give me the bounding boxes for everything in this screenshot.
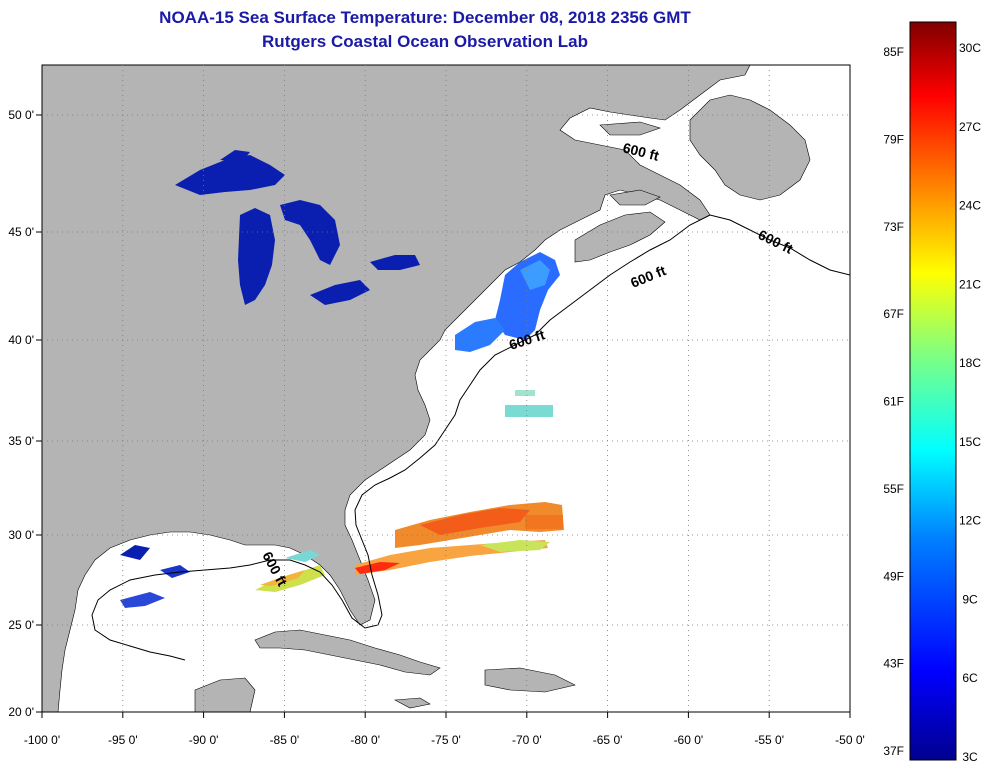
lon-tick-label: -50 0' xyxy=(835,733,865,747)
map-title: NOAA-15 Sea Surface Temperature: Decembe… xyxy=(0,6,850,54)
colorbar-f-label: 85F xyxy=(883,45,904,59)
lon-tick-label: -95 0' xyxy=(108,733,138,747)
title-line-1: NOAA-15 Sea Surface Temperature: Decembe… xyxy=(159,8,691,27)
title-line-2: Rutgers Coastal Ocean Observation Lab xyxy=(262,32,588,51)
cuba-land xyxy=(254,629,441,676)
colorbar-f-label: 61F xyxy=(883,395,904,409)
colorbar-c-label: 6C xyxy=(962,671,978,685)
colorbar-c-label: 18C xyxy=(959,356,981,370)
colorbar-fahrenheit-labels: 85F 79F 73F 67F 61F 55F 49F 43F 37F xyxy=(883,45,904,758)
lat-tick-label: 50 0' xyxy=(8,108,34,122)
depth-contour-600ft xyxy=(91,214,850,661)
colorbar-f-label: 37F xyxy=(883,744,904,758)
lat-tick-label: 45 0' xyxy=(8,225,34,239)
colorbar-c-label: 9C xyxy=(962,592,978,606)
lat-tick-label: 35 0' xyxy=(8,434,34,448)
lon-tick-label: -65 0' xyxy=(593,733,623,747)
colorbar-c-label: 15C xyxy=(959,435,981,449)
latitude-tick-labels: 50 0' 45 0' 40 0' 35 0' 30 0' 25 0' 20 0' xyxy=(8,108,42,719)
lon-tick-label: -75 0' xyxy=(431,733,461,747)
colorbar-c-label: 30C xyxy=(959,41,981,55)
colorbar-celsius-labels: 30C 27C 24C 21C 18C 15C 12C 9C 6C 3C xyxy=(959,41,981,764)
colorbar-c-label: 27C xyxy=(959,120,981,134)
northeast-coastal-sst xyxy=(455,252,560,352)
colorbar-c-label: 12C xyxy=(959,514,981,528)
lat-tick-label: 40 0' xyxy=(8,333,34,347)
hispaniola-land xyxy=(484,667,576,693)
colorbar-f-label: 49F xyxy=(883,569,904,583)
lat-tick-label: 20 0' xyxy=(8,705,34,719)
gulf-of-mexico-sst xyxy=(120,545,325,608)
colorbar-f-label: 67F xyxy=(883,307,904,321)
newfoundland-land xyxy=(689,94,811,201)
lat-tick-label: 30 0' xyxy=(8,528,34,542)
longitude-tick-labels: -100 0' -95 0' -90 0' -85 0' -80 0' -75 0' -70… xyxy=(24,712,865,747)
colorbar-f-label: 55F xyxy=(883,482,904,496)
colorbar-f-label: 43F xyxy=(883,657,904,671)
anticosti-land xyxy=(599,121,661,136)
gulf-stream-sst xyxy=(355,502,564,575)
pei-land xyxy=(609,189,661,206)
yucatan-land xyxy=(194,677,256,712)
lon-tick-label: -80 0' xyxy=(350,733,380,747)
lon-tick-label: -100 0' xyxy=(24,733,60,747)
colorbar-c-label: 21C xyxy=(959,277,981,291)
lat-tick-label: 25 0' xyxy=(8,618,34,632)
lon-tick-label: -85 0' xyxy=(270,733,300,747)
north-america-land xyxy=(42,65,751,712)
colorbar-c-label: 24C xyxy=(959,199,981,213)
lon-tick-label: -60 0' xyxy=(674,733,704,747)
lon-tick-label: -55 0' xyxy=(754,733,784,747)
colorbar-c-label: 3C xyxy=(962,750,978,764)
temperature-colorbar xyxy=(909,21,957,761)
nova-scotia-land xyxy=(574,211,666,263)
jamaica-land xyxy=(393,697,431,709)
colorbar-f-label: 73F xyxy=(883,220,904,234)
colorbar-f-label: 79F xyxy=(883,132,904,146)
lon-tick-label: -70 0' xyxy=(512,733,542,747)
lon-tick-label: -90 0' xyxy=(189,733,219,747)
mid-atlantic-sst xyxy=(505,390,553,417)
